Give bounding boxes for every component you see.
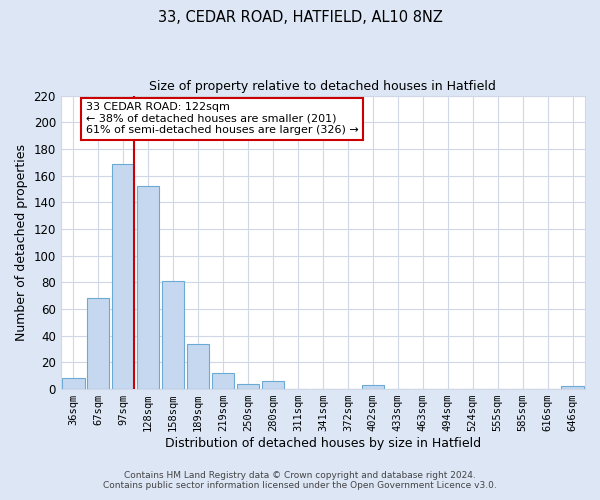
Text: Contains HM Land Registry data © Crown copyright and database right 2024.
Contai: Contains HM Land Registry data © Crown c… bbox=[103, 470, 497, 490]
Bar bbox=[212, 373, 234, 389]
Bar bbox=[87, 298, 109, 389]
Bar bbox=[112, 164, 134, 389]
Text: 33, CEDAR ROAD, HATFIELD, AL10 8NZ: 33, CEDAR ROAD, HATFIELD, AL10 8NZ bbox=[158, 10, 442, 25]
Bar bbox=[561, 386, 584, 389]
Bar bbox=[262, 381, 284, 389]
Y-axis label: Number of detached properties: Number of detached properties bbox=[15, 144, 28, 341]
Bar bbox=[162, 281, 184, 389]
Bar bbox=[362, 385, 384, 389]
Bar bbox=[187, 344, 209, 389]
Bar bbox=[137, 186, 160, 389]
X-axis label: Distribution of detached houses by size in Hatfield: Distribution of detached houses by size … bbox=[165, 437, 481, 450]
Bar bbox=[62, 378, 85, 389]
Text: 33 CEDAR ROAD: 122sqm
← 38% of detached houses are smaller (201)
61% of semi-det: 33 CEDAR ROAD: 122sqm ← 38% of detached … bbox=[86, 102, 359, 136]
Title: Size of property relative to detached houses in Hatfield: Size of property relative to detached ho… bbox=[149, 80, 496, 93]
Bar bbox=[237, 384, 259, 389]
